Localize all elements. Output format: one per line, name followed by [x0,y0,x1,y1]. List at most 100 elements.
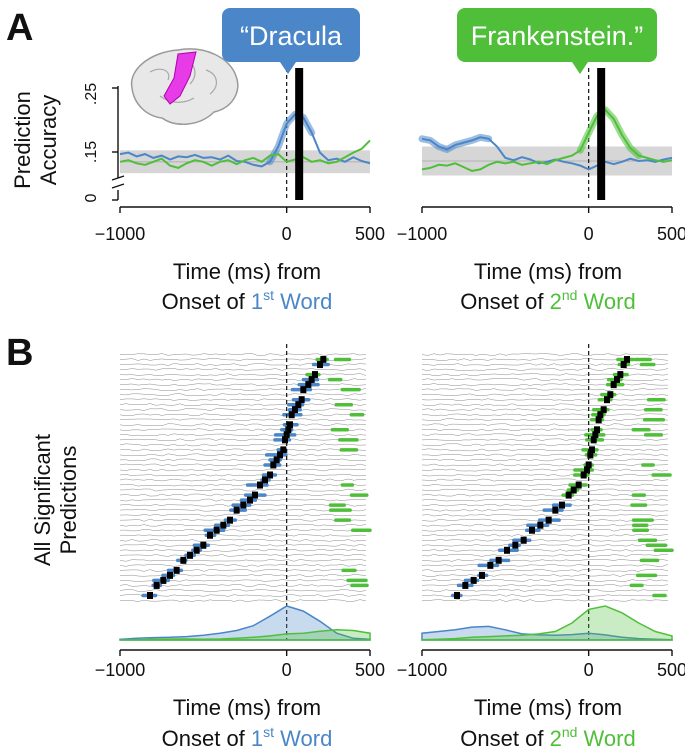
raster-trace [119,373,367,376]
x-tick-label: 500 [355,224,385,244]
a-right-xlabel-ordnum: 2 [550,289,562,314]
raster-trace [421,548,669,552]
peak-marker [607,391,614,399]
raster-trace [421,403,669,407]
peak-marker [180,556,187,564]
peak-marker [454,591,460,599]
raster-trace [119,393,367,397]
b-left-xlabel-prefix: Onset of [162,726,251,751]
raster-trace [421,599,669,602]
peak-marker [529,526,535,534]
peak-marker [520,536,527,544]
raster-trace [119,463,367,467]
peak-marker [220,521,227,529]
peak-marker [590,436,597,444]
raster-trace [421,368,669,371]
raster-trace [421,423,669,427]
raster-trace [421,574,669,577]
peak-marker [287,421,293,429]
raster-trace [119,398,367,401]
peak-marker [604,396,610,404]
raster-trace [421,473,669,477]
raster-trace [119,448,367,452]
x-tick-label: −1000 [397,224,448,244]
raster-trace [119,594,367,597]
a-right-xlabel-word: Word [577,289,635,314]
peak-marker [257,481,263,489]
raster-trace [421,458,669,462]
raster-trace [421,398,669,401]
peak-marker [300,386,307,394]
raster-trace [421,418,669,422]
raster-trace [421,448,669,452]
chart-b-right: −1000 0 500 [397,344,685,680]
raster-trace [421,388,669,391]
callout-word2: Frankenstein.” [457,8,657,74]
x-tick-label: −1000 [397,660,448,680]
peak-marker [233,506,240,514]
peak-marker [285,426,292,434]
raster-trace [421,559,669,562]
peak-marker [565,491,572,499]
peak-marker [495,556,502,564]
raster-trace [421,408,668,411]
a-left-xlabel-ordnum: 1 [251,289,263,314]
raster-trace [421,378,669,381]
b-ylabel-line1: All Significant [30,434,55,566]
peak-marker [247,496,253,504]
raster-trace [421,433,669,437]
raster-trace [119,528,367,532]
raster-trace [119,518,367,522]
series-word1 [119,113,371,168]
peak-marker [559,501,565,509]
raster-trace [421,493,668,497]
a-left-xlabel-line2: Onset of 1st Word [162,287,333,314]
a-right-xlabel-line2: Onset of 2nd Word [460,287,635,314]
raster-trace [421,569,669,572]
b-right-xlabel-ordnum: 2 [550,726,562,751]
peak-marker [270,461,277,469]
b-right-xlabel-word: Word [577,726,635,751]
brain-icon [130,48,239,125]
a-ytick-25: .25 [83,83,100,105]
density-green [119,629,371,641]
peak-marker [282,436,288,444]
raster-trace [119,458,367,462]
x-tick-label: 0 [584,224,594,244]
a-left-xlabel-ordsup: st [263,287,274,303]
series-word1 [421,136,673,171]
raster-trace [421,554,669,557]
raster-trace [119,483,367,487]
peak-marker [277,451,283,459]
series-word2 [119,139,371,169]
peak-marker [624,356,630,364]
raster-trace [119,368,367,371]
raster-trace [119,443,367,447]
raster-trace [421,503,669,507]
chart-b-left: −1000 0 500 [95,344,385,680]
peak-marker [570,486,577,494]
raster-trace [119,453,367,457]
raster-trace [421,443,669,447]
b-left-xlabel-line2: Onset of 1st Word [162,724,333,751]
peak-marker [504,546,510,554]
raster-trace [119,438,367,442]
raster-trace [421,594,669,597]
raster-trace [421,539,669,542]
raster-trace [119,408,367,412]
peak-marker [267,471,273,479]
peak-marker [292,406,298,414]
peak-marker [153,581,160,589]
peak-marker [283,431,290,439]
raster-trace [421,463,669,467]
peak-marker [610,381,617,389]
raster-trace [421,478,669,482]
a-ytick-15: .15 [83,141,100,163]
peak-marker [584,466,590,474]
peak-marker [167,571,173,579]
peak-marker [575,481,582,489]
x-tick-label: 500 [355,660,385,680]
a-left-xlabel-prefix: Onset of [162,289,251,314]
raster-trace [119,433,367,437]
